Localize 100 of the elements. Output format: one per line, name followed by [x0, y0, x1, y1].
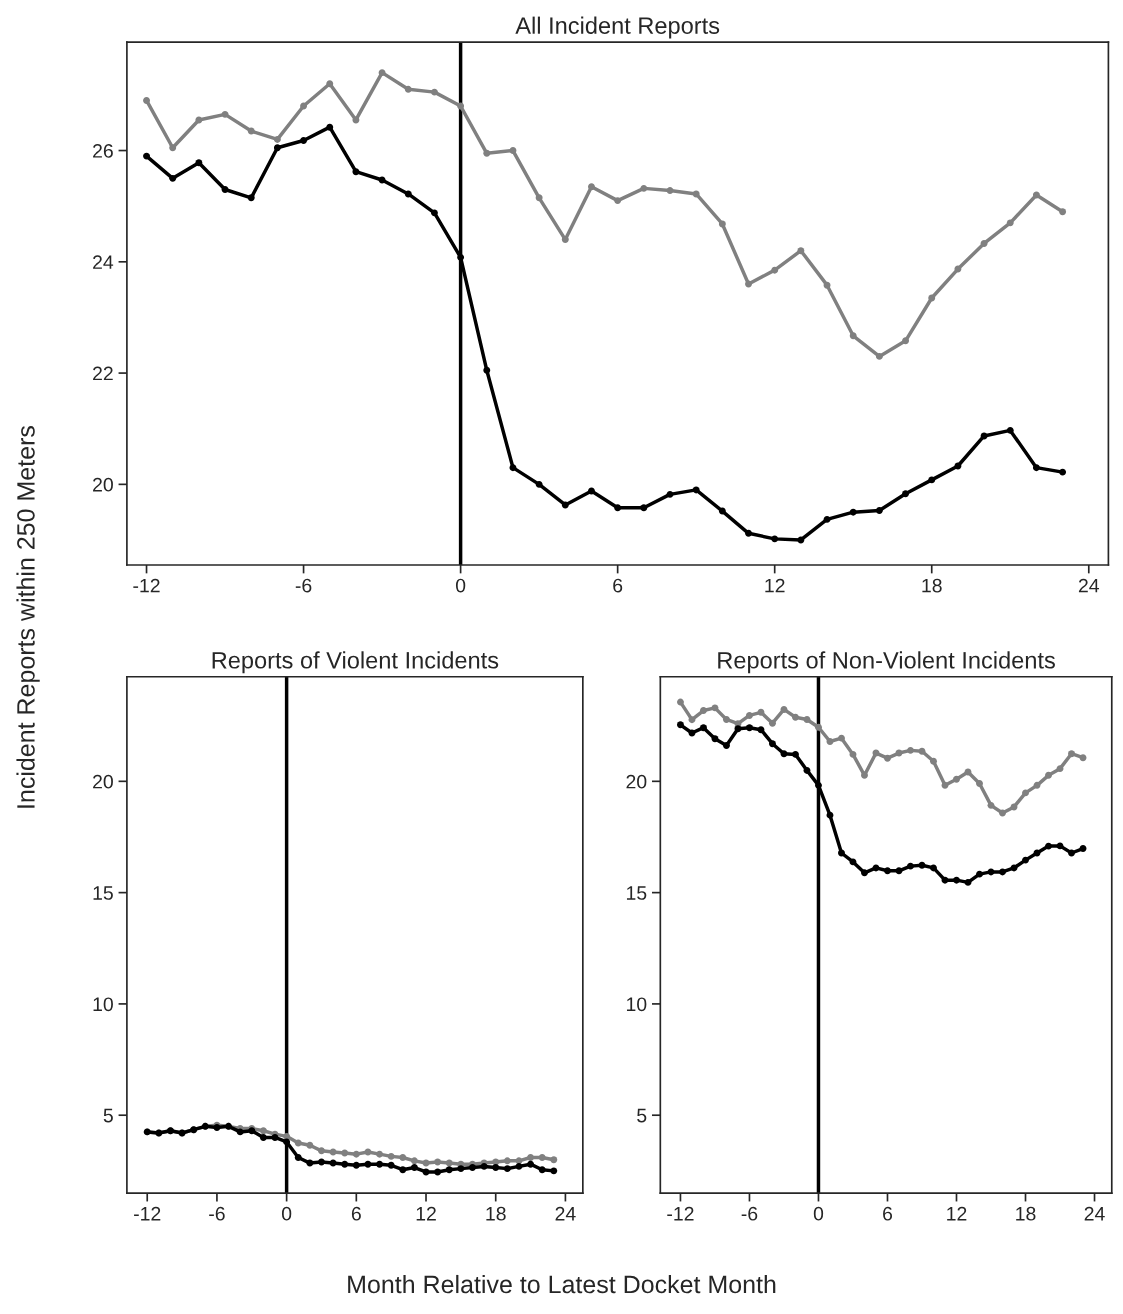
point — [999, 868, 1006, 876]
chart-title: Reports of Violent Incidents — [212, 651, 499, 674]
point — [169, 174, 177, 182]
x-tick-label: 18 — [486, 1206, 506, 1221]
y-tick-label: 15 — [626, 886, 647, 900]
point — [376, 1160, 384, 1168]
point — [404, 85, 412, 93]
x-tick-label: 0 — [813, 1206, 824, 1221]
point — [509, 464, 517, 472]
point — [614, 197, 622, 205]
point — [1032, 191, 1040, 199]
point — [221, 110, 229, 118]
point — [884, 867, 891, 875]
point — [352, 1161, 360, 1169]
point — [306, 1141, 314, 1149]
point — [826, 811, 834, 819]
point — [352, 1150, 360, 1158]
point — [930, 757, 937, 765]
point — [884, 754, 891, 762]
point — [614, 504, 622, 512]
point — [803, 715, 811, 723]
point — [907, 746, 914, 754]
point — [907, 862, 914, 870]
point — [780, 705, 788, 713]
y-tick-label: 26 — [93, 144, 113, 158]
point — [1079, 845, 1087, 853]
point — [1056, 765, 1064, 773]
point — [941, 781, 949, 789]
point — [797, 247, 805, 255]
y-tick-label: 24 — [93, 255, 114, 269]
point — [1059, 468, 1067, 476]
point — [434, 1168, 442, 1176]
point — [410, 1164, 418, 1171]
point — [143, 152, 150, 160]
point — [953, 876, 960, 884]
point — [768, 740, 776, 748]
point — [434, 1158, 442, 1166]
point — [273, 144, 281, 152]
point — [826, 738, 834, 745]
point — [745, 724, 753, 732]
point — [1079, 754, 1087, 762]
x-tick-label: 24 — [1084, 1206, 1105, 1221]
chart-title: Reports of Non-Violent Incidents — [718, 651, 1055, 674]
y-tick-label: 15 — [93, 886, 113, 900]
point — [757, 726, 765, 734]
point — [527, 1160, 535, 1168]
point — [561, 501, 569, 509]
point — [1056, 842, 1064, 850]
point — [300, 102, 308, 110]
x-tick-label: 24 — [555, 1206, 576, 1221]
point — [1059, 208, 1067, 216]
point — [745, 529, 752, 537]
x-tick-label: 18 — [1016, 1206, 1036, 1221]
point — [430, 88, 438, 96]
point — [849, 508, 857, 516]
point — [538, 1166, 546, 1174]
point — [722, 742, 730, 749]
point — [550, 1156, 558, 1164]
point — [352, 168, 360, 176]
point — [430, 209, 438, 217]
y-tick-label: 22 — [93, 366, 113, 381]
point — [815, 723, 822, 731]
point — [797, 536, 805, 544]
x-tick-label: 0 — [455, 578, 466, 593]
point — [1068, 849, 1075, 857]
point — [666, 490, 674, 498]
x-tick-label: 6 — [883, 1206, 893, 1221]
point — [976, 870, 983, 878]
point — [515, 1162, 523, 1170]
point — [445, 1166, 453, 1174]
point — [376, 1150, 384, 1158]
point — [169, 144, 177, 152]
x-tick-label: -12 — [667, 1206, 694, 1221]
point — [535, 194, 543, 202]
y-axis-title: Incident Reports within 250 Meters — [16, 426, 40, 808]
point — [588, 487, 595, 495]
point — [503, 1157, 511, 1165]
point — [780, 750, 788, 758]
point — [283, 1138, 291, 1146]
point — [483, 149, 491, 157]
x-tick-label: 12 — [947, 1206, 967, 1221]
point — [1045, 842, 1052, 850]
point — [399, 1154, 407, 1161]
point — [676, 721, 684, 729]
point — [445, 1159, 453, 1167]
point — [722, 715, 730, 723]
point — [326, 80, 334, 88]
point — [928, 476, 936, 484]
point — [483, 366, 491, 374]
point — [561, 236, 569, 244]
point — [640, 184, 648, 192]
point — [771, 266, 779, 274]
point — [930, 864, 937, 872]
point — [378, 69, 386, 77]
point — [318, 1158, 325, 1166]
point — [745, 711, 753, 719]
y-tick-label: 20 — [626, 774, 647, 789]
point — [823, 281, 831, 289]
point — [640, 504, 648, 512]
point — [1022, 789, 1029, 797]
